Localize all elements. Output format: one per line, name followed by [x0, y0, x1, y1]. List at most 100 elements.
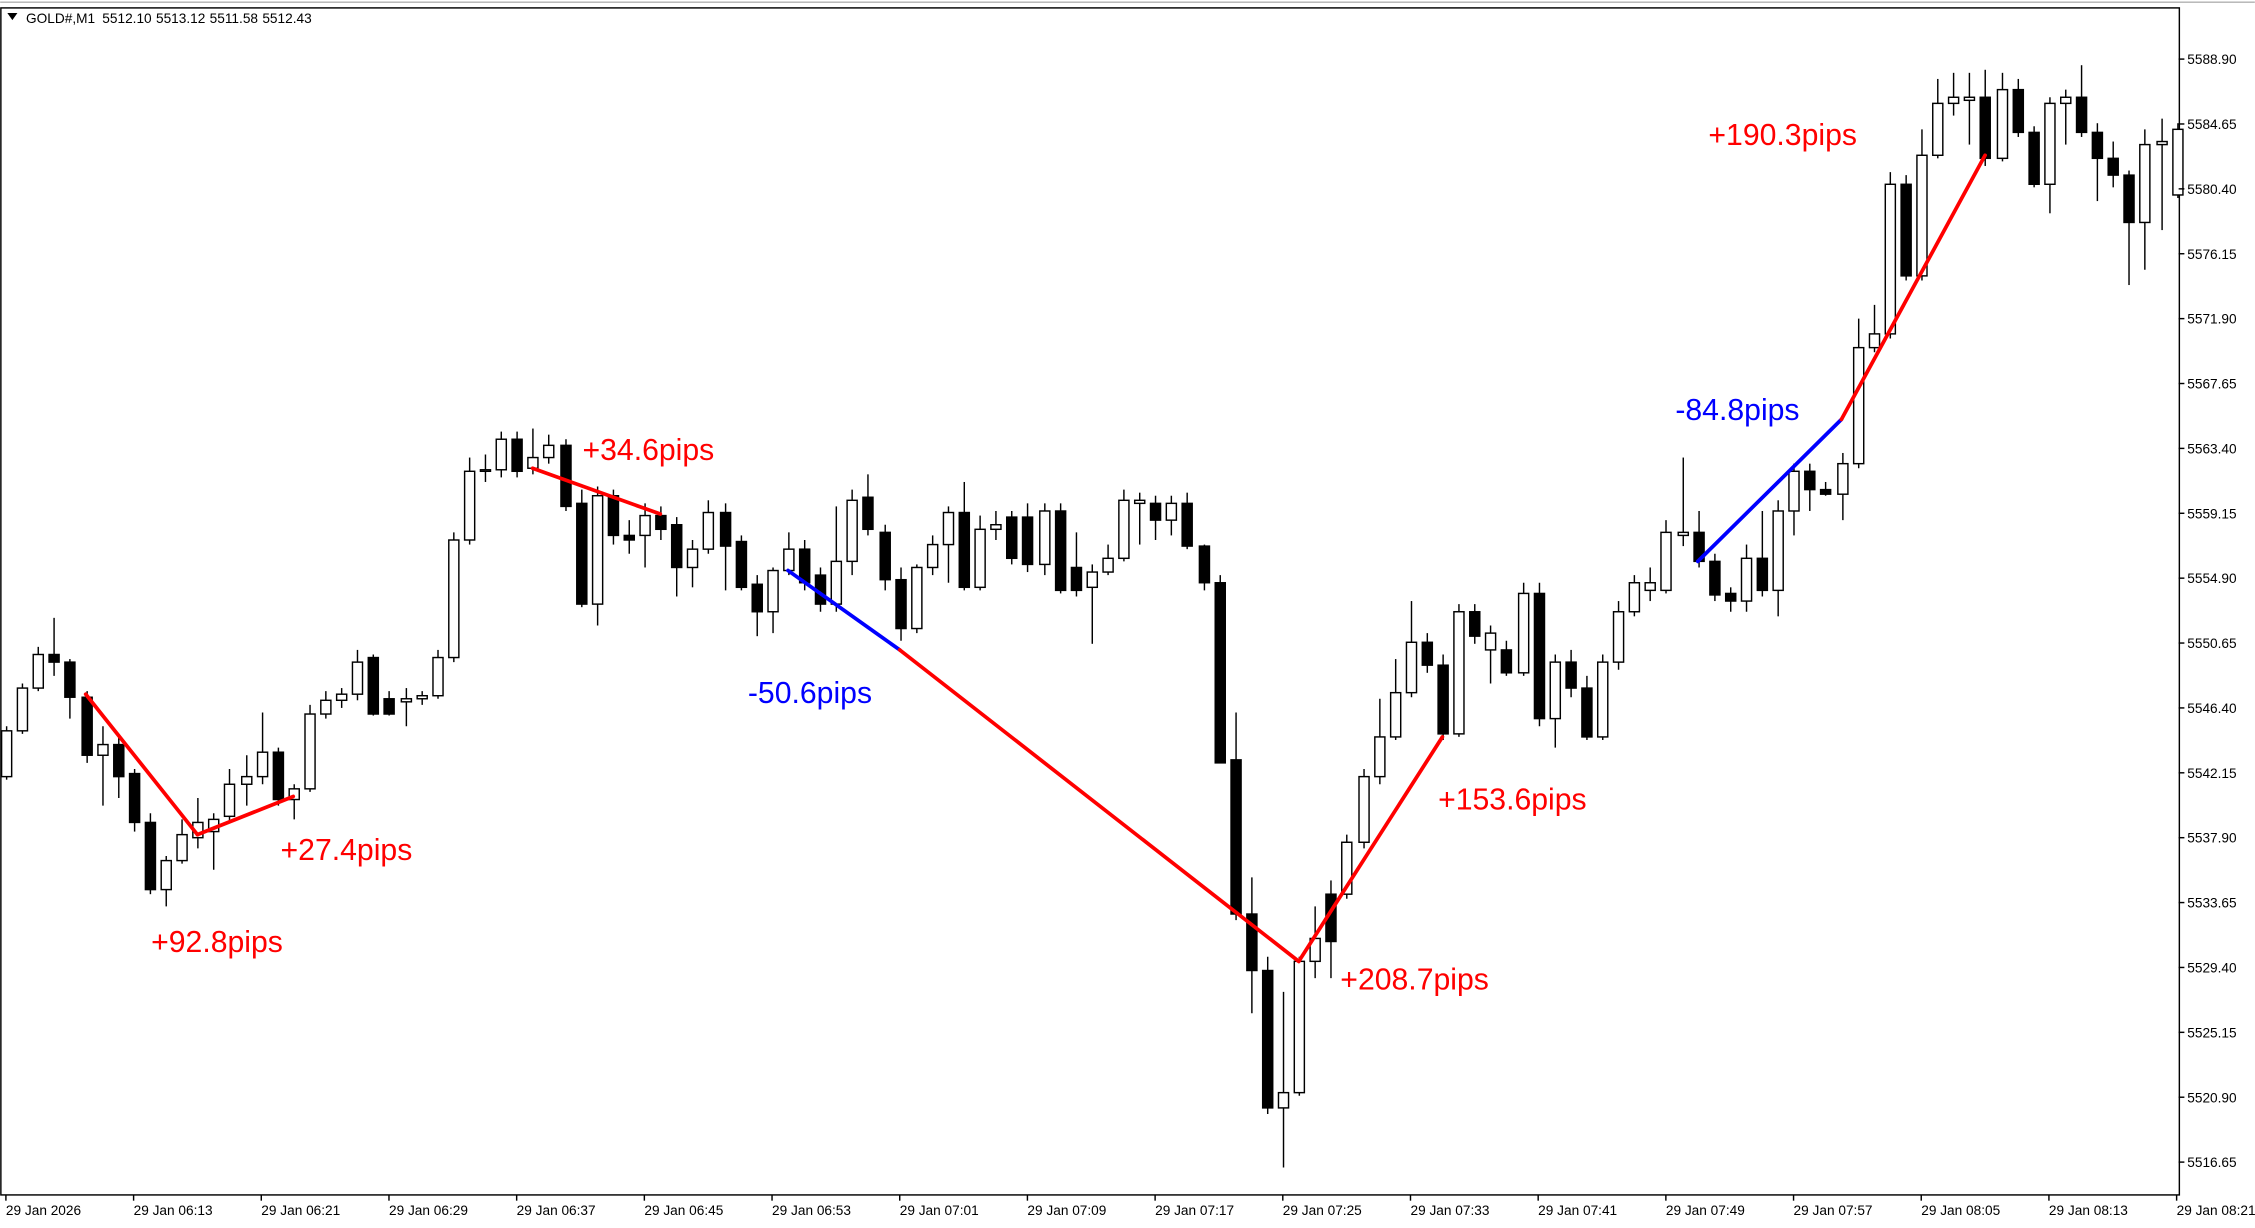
candle-body: [1230, 759, 1242, 915]
y-tick-label: 5516.65: [2187, 1155, 2237, 1170]
candle-body: [1261, 969, 1274, 1109]
candle-body: [160, 859, 172, 891]
x-tick-label: 29 Jan 06:29: [389, 1203, 468, 1218]
x-tick-label: 29 Jan 07:25: [1283, 1203, 1362, 1218]
x-tick-label: 29 Jan 06:45: [644, 1203, 723, 1218]
x-tick-label: 29 Jan 07:41: [1538, 1203, 1617, 1218]
candle-body: [1677, 531, 1690, 537]
candle-body: [1039, 510, 1051, 566]
candle-body: [1932, 102, 1944, 156]
trendline-label: -50.6pips: [748, 677, 872, 710]
candle-body: [1996, 88, 2009, 160]
y-tick-label: 5588.90: [2187, 52, 2237, 67]
candle-body: [655, 514, 667, 531]
candle-body: [479, 469, 492, 473]
candle-body: [2060, 96, 2072, 105]
readout-open: 5512.10: [102, 11, 152, 26]
candle-body: [1724, 592, 1737, 602]
candle-body: [272, 751, 285, 801]
candle-body: [1214, 582, 1226, 764]
candle-body: [1533, 592, 1546, 720]
y-tick-label: 5529.40: [2187, 960, 2237, 975]
candle-body: [1293, 960, 1306, 1094]
candle-body: [686, 548, 699, 569]
candle-body: [2028, 131, 2040, 186]
candle-body: [1405, 641, 1418, 694]
candle-body: [48, 653, 60, 663]
candle-body: [735, 540, 748, 589]
candle-body: [335, 693, 348, 702]
y-tick-label: 5550.65: [2187, 636, 2237, 651]
x-tick-label: 29 Jan 06:21: [261, 1203, 340, 1218]
chart-title: GOLD#,M1: [26, 11, 95, 26]
y-tick-label: 5554.90: [2187, 571, 2237, 586]
candle-body: [448, 539, 460, 659]
candle-body: [1517, 592, 1530, 674]
candle-body: [1660, 531, 1672, 592]
candle-body: [1581, 687, 1593, 738]
candle-body: [1165, 502, 1178, 521]
candle-body: [1947, 96, 1960, 105]
y-tick-label: 5559.15: [2187, 506, 2237, 521]
candle-body: [1788, 470, 1800, 512]
candle-body: [2091, 131, 2104, 160]
candle-body: [1900, 183, 1912, 277]
candle-body: [895, 578, 907, 630]
candle-body: [1102, 557, 1114, 573]
plot-area: [0, 65, 2184, 1168]
candle-body: [223, 783, 236, 818]
candle-body: [1389, 691, 1402, 738]
y-tick-label: 5567.65: [2187, 377, 2237, 392]
candle-body: [702, 511, 715, 550]
trendline-label: +34.6pips: [583, 434, 715, 467]
candle-body: [241, 775, 253, 785]
candle-body: [432, 656, 444, 697]
candle-body: [1644, 582, 1656, 592]
candle-body: [974, 528, 986, 589]
candle-body: [1612, 611, 1625, 663]
candle-body: [113, 743, 125, 778]
candle-body: [1198, 545, 1211, 584]
candle-body: [1963, 96, 1976, 102]
candle-body: [97, 743, 109, 756]
candle-body: [304, 713, 316, 790]
candle-body: [751, 583, 763, 613]
x-tick-label: 29 Jan 06:13: [134, 1203, 213, 1218]
trendline: [1695, 417, 1844, 564]
trendline-label: +153.6pips: [1438, 784, 1587, 817]
candle-body: [1740, 557, 1753, 602]
x-tick-label: 29 Jan 07:33: [1410, 1203, 1489, 1218]
candle-body: [320, 699, 332, 715]
y-tick-label: 5525.15: [2187, 1025, 2237, 1040]
x-tick-label: 29 Jan 07:49: [1666, 1203, 1745, 1218]
readout-close: 5512.43: [262, 11, 311, 26]
candle-body: [1979, 96, 1991, 160]
candle-body: [176, 833, 188, 862]
candle-body: [463, 470, 476, 541]
candle-body: [607, 495, 620, 537]
candle-body: [32, 653, 45, 689]
candle-body: [719, 511, 732, 547]
candle-body: [942, 511, 955, 546]
candle-body: [1054, 510, 1067, 592]
y-tick-label: 5537.90: [2187, 831, 2237, 846]
x-tick-label: 29 Jan 2026: [6, 1203, 81, 1218]
trendline: [1296, 735, 1445, 964]
candle-body: [1453, 611, 1465, 735]
candle-body: [862, 496, 874, 531]
trendline-label: +27.4pips: [281, 834, 413, 867]
candle-body: [400, 698, 413, 703]
candle-body: [1133, 499, 1146, 505]
candle-body: [16, 687, 29, 732]
candle-body: [2172, 128, 2184, 196]
trendline: [1839, 153, 1987, 422]
candle-body: [639, 514, 651, 537]
candle-body: [383, 698, 395, 715]
trendline: [897, 648, 1301, 964]
candle-body: [1005, 516, 1018, 560]
x-tick-label: 29 Jan 06:37: [517, 1203, 596, 1218]
candle-body: [1358, 775, 1370, 843]
y-tick-label: 5576.15: [2187, 247, 2237, 262]
